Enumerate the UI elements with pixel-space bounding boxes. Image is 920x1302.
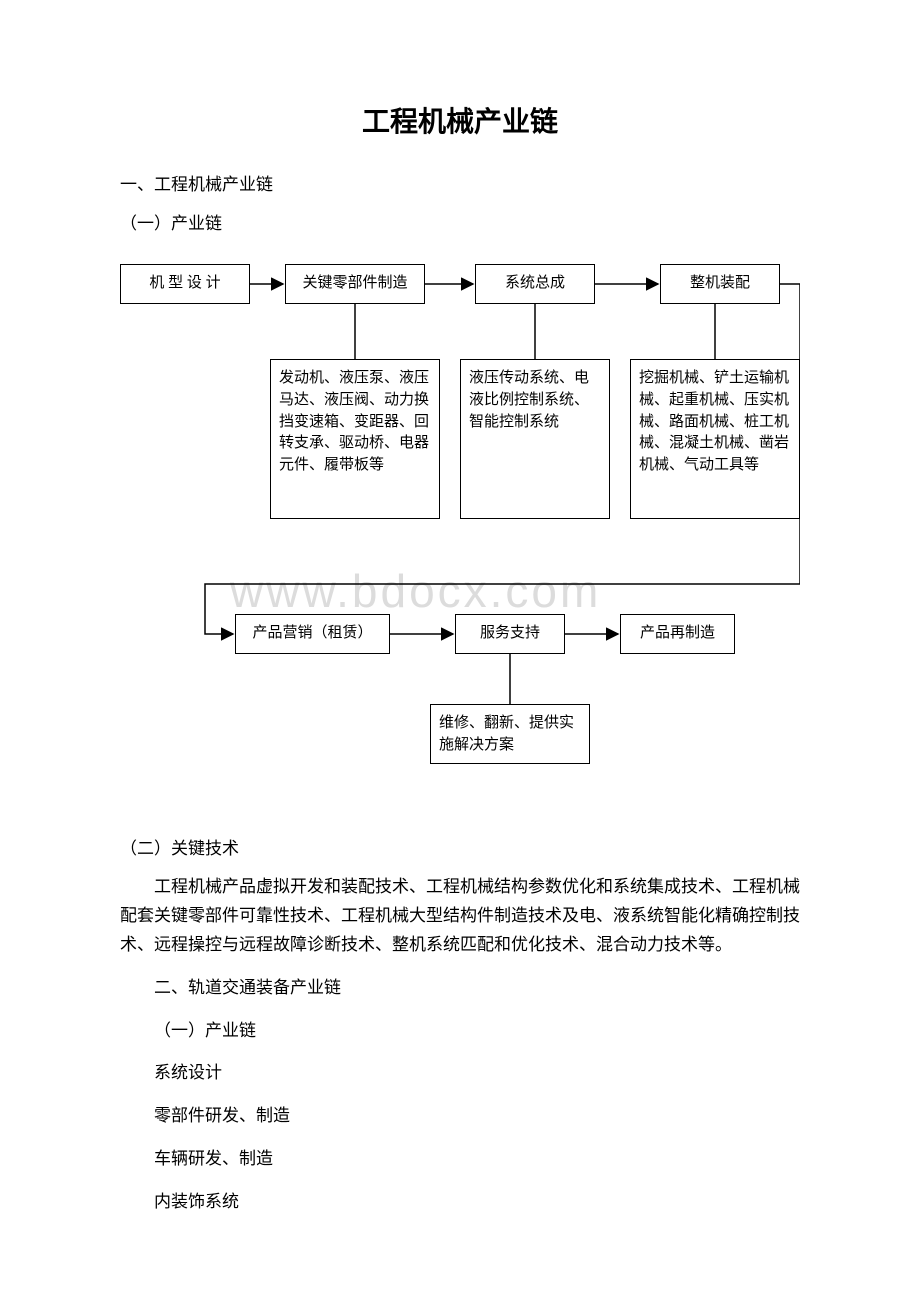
- section1-heading: 一、工程机械产业链: [120, 170, 800, 195]
- node-machine: 整机装配: [660, 264, 780, 304]
- detail-machine: 挖掘机械、铲土运输机械、起重机械、压实机械、路面机械、桩工机械、混凝土机械、凿岩…: [630, 359, 800, 519]
- node-reman: 产品再制造: [620, 614, 735, 654]
- flowchart-industry-chain: www.bdocx.com 机 型 设 计 关键零部件制造: [120, 264, 800, 804]
- detail-components: 发动机、液压泵、液压马达、液压阀、动力换挡变速箱、变距器、回转支承、驱动桥、电器…: [270, 359, 440, 519]
- section2-item3: 车辆研发、制造: [120, 1145, 800, 1174]
- page-title: 工程机械产业链: [120, 100, 800, 140]
- section2-item2: 零部件研发、制造: [120, 1102, 800, 1131]
- node-components: 关键零部件制造: [285, 264, 425, 304]
- tech-paragraph: 工程机械产品虚拟开发和装配技术、工程机械结构参数优化和系统集成技术、工程机械配套…: [120, 873, 800, 960]
- section2-sub1: （一）产业链: [120, 1017, 800, 1046]
- node-design: 机 型 设 计: [120, 264, 250, 304]
- detail-service: 维修、翻新、提供实施解决方案: [430, 704, 590, 764]
- section1-sub1: （一）产业链: [120, 209, 800, 234]
- node-marketing: 产品营销（租赁）: [235, 614, 390, 654]
- section2-item1: 系统设计: [120, 1059, 800, 1088]
- section2-heading: 二、轨道交通装备产业链: [120, 974, 800, 1003]
- detail-system: 液压传动系统、电液比例控制系统、智能控制系统: [460, 359, 610, 519]
- node-service: 服务支持: [455, 614, 565, 654]
- node-assembly: 系统总成: [475, 264, 595, 304]
- watermark: www.bdocx.com: [230, 564, 601, 618]
- section2-item4: 内装饰系统: [120, 1188, 800, 1217]
- section1-sub2: （二）关键技术: [120, 834, 800, 859]
